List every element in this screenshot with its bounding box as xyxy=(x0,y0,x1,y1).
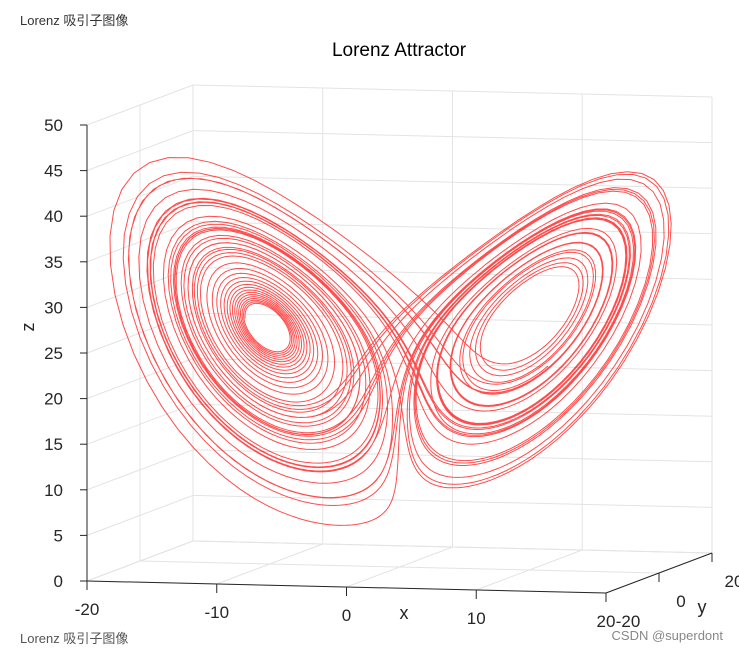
grid-line xyxy=(86,540,194,582)
z-tick-label: 5 xyxy=(54,526,63,545)
x-tick-label: 0 xyxy=(342,606,351,625)
z-tick-label: 20 xyxy=(44,390,63,409)
z-tick-label: 10 xyxy=(44,481,63,500)
grid-line xyxy=(139,560,660,574)
grid-line xyxy=(192,175,713,189)
grid-line xyxy=(192,84,713,98)
grid-line xyxy=(192,449,713,463)
watermark: CSDN @superdont xyxy=(611,628,723,643)
z-axis-label: z xyxy=(18,323,38,332)
x-axis-label: x xyxy=(400,603,409,623)
grid-line xyxy=(192,221,713,235)
grid-line xyxy=(86,449,194,491)
y-tick-label: 20 xyxy=(725,572,739,591)
z-tick-label: 0 xyxy=(54,572,63,591)
grid-line xyxy=(86,403,194,445)
grid-line xyxy=(86,494,194,536)
attractor-line xyxy=(109,157,672,526)
z-tick-label: 35 xyxy=(44,253,63,272)
caption-top: Lorenz 吸引子图像 xyxy=(20,13,129,28)
caption-bottom: Lorenz 吸引子图像 xyxy=(20,631,129,646)
x-tick-label: -20 xyxy=(75,600,100,619)
z-tick-label: 25 xyxy=(44,344,63,363)
trajectory xyxy=(109,157,672,526)
grid-line xyxy=(86,130,194,172)
x-tick-label: -10 xyxy=(204,603,229,622)
z-tick-label: 45 xyxy=(44,162,63,181)
y-tick-label: -20 xyxy=(616,612,641,631)
z-tick-label: 50 xyxy=(44,116,63,135)
z-tick-label: 30 xyxy=(44,298,63,317)
x-tick-label: 10 xyxy=(467,609,486,628)
y-axis-label: y xyxy=(698,597,707,617)
x-tick-label: 20 xyxy=(597,612,616,631)
grid-line xyxy=(192,358,713,372)
grid xyxy=(86,84,713,594)
z-tick-label: 40 xyxy=(44,207,63,226)
z-tick-label: 15 xyxy=(44,435,63,454)
grid-line xyxy=(86,84,194,126)
grid-line xyxy=(192,540,713,554)
grid-line xyxy=(86,175,194,217)
y-tick-label: 0 xyxy=(676,592,685,611)
grid-line xyxy=(192,494,713,508)
grid-line xyxy=(192,130,713,144)
chart-title: Lorenz Attractor xyxy=(332,40,467,61)
